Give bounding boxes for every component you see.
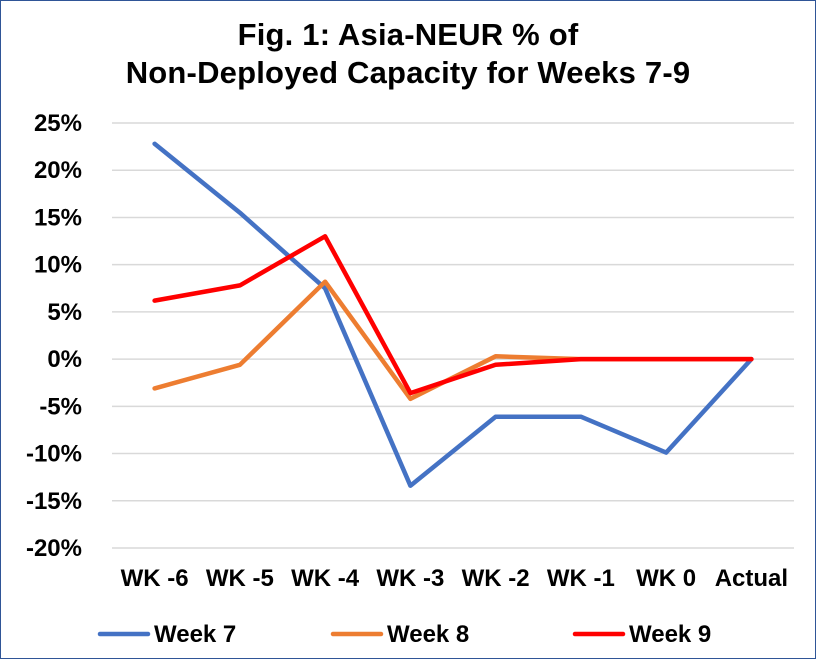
x-tick-label: Actual xyxy=(715,565,788,592)
y-tick-label: 20% xyxy=(34,157,82,184)
x-tick-label: WK -1 xyxy=(547,565,615,592)
y-tick-label: -15% xyxy=(26,488,82,515)
y-tick-label: -20% xyxy=(26,535,82,562)
y-tick-label: -10% xyxy=(26,441,82,468)
y-tick-label: -5% xyxy=(39,393,82,420)
y-tick-label: 5% xyxy=(47,299,82,326)
y-tick-label: 0% xyxy=(47,346,82,373)
x-tick-label: WK 0 xyxy=(636,565,696,592)
gridlines xyxy=(112,122,794,549)
y-axis-tick-labels: -20% -15% -10% -5% 0% 5% 10% 15% 20% 25% xyxy=(26,110,82,562)
y-tick-label: 25% xyxy=(34,110,82,137)
series-line xyxy=(152,141,754,488)
series-line xyxy=(152,234,754,396)
x-axis-tick-labels: WK -6 WK -5 WK -4 WK -3 WK -2 WK -1 WK 0 Actual xyxy=(121,565,788,592)
chart-title-line-2: Non-Deployed Capacity for Weeks 7-9 xyxy=(125,55,691,90)
x-tick-label: WK -5 xyxy=(206,565,274,592)
series-lines xyxy=(152,141,754,488)
x-tick-label: WK -4 xyxy=(291,565,360,592)
y-tick-label: 15% xyxy=(34,204,82,231)
x-tick-label: WK -6 xyxy=(121,565,189,592)
legend: Week 7 Week 8 Week 9 xyxy=(97,621,711,648)
legend-label: Week 7 xyxy=(154,621,236,648)
legend-label: Week 8 xyxy=(387,621,469,648)
y-tick-label: 10% xyxy=(34,252,82,279)
chart-title: Fig. 1: Asia-NEUR % of Non-Deployed Capa… xyxy=(0,16,816,92)
chart-title-line-1: Fig. 1: Asia-NEUR % of xyxy=(237,17,579,52)
x-tick-label: WK -2 xyxy=(462,565,530,592)
x-tick-label: WK -3 xyxy=(376,565,444,592)
legend-label: Week 9 xyxy=(629,621,711,648)
